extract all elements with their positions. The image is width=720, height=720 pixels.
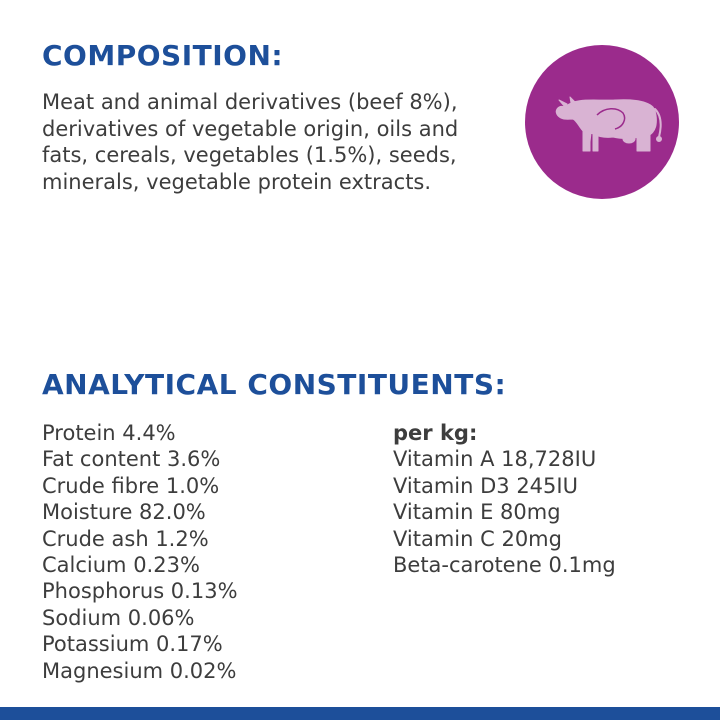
list-item: Vitamin C 20mg (393, 526, 562, 551)
list-item: Crude fibre 1.0% (42, 473, 220, 498)
list-item: Crude ash 1.2% (42, 526, 209, 551)
list-item: Protein 4.4% (42, 421, 176, 445)
list-item: Sodium 0.06% (42, 605, 195, 630)
list-item: Potassium 0.17% (42, 632, 223, 657)
list-item: Beta-carotene 0.1mg (393, 553, 616, 578)
list-item: Magnesium 0.02% (42, 658, 237, 683)
list-item: Vitamin D3 245IU (393, 473, 578, 498)
list-item: Vitamin A 18,728IU (393, 447, 597, 472)
vitamins-list: per kg: Vitamin A 18,728IU Vitamin D3 24… (393, 420, 616, 578)
list-item: Phosphorus 0.13% (42, 579, 238, 604)
list-item: Calcium 0.23% (42, 553, 200, 578)
list-item: Moisture 82.0% (42, 500, 206, 525)
bottom-bar (0, 707, 720, 720)
composition-text: Meat and animal derivatives (beef 8%), d… (42, 90, 459, 194)
list-item: Fat content 3.6% (42, 447, 221, 472)
analytical-heading: ANALYTICAL CONSTITUENTS: (42, 368, 507, 401)
constituents-list: Protein 4.4% Fat content 3.6% Crude fibr… (42, 420, 238, 684)
composition-heading: COMPOSITION: (42, 39, 284, 72)
list-item: Vitamin E 80mg (393, 500, 561, 525)
cow-icon (555, 96, 662, 152)
beef-badge (525, 45, 679, 199)
per-kg-label: per kg: (393, 421, 478, 445)
